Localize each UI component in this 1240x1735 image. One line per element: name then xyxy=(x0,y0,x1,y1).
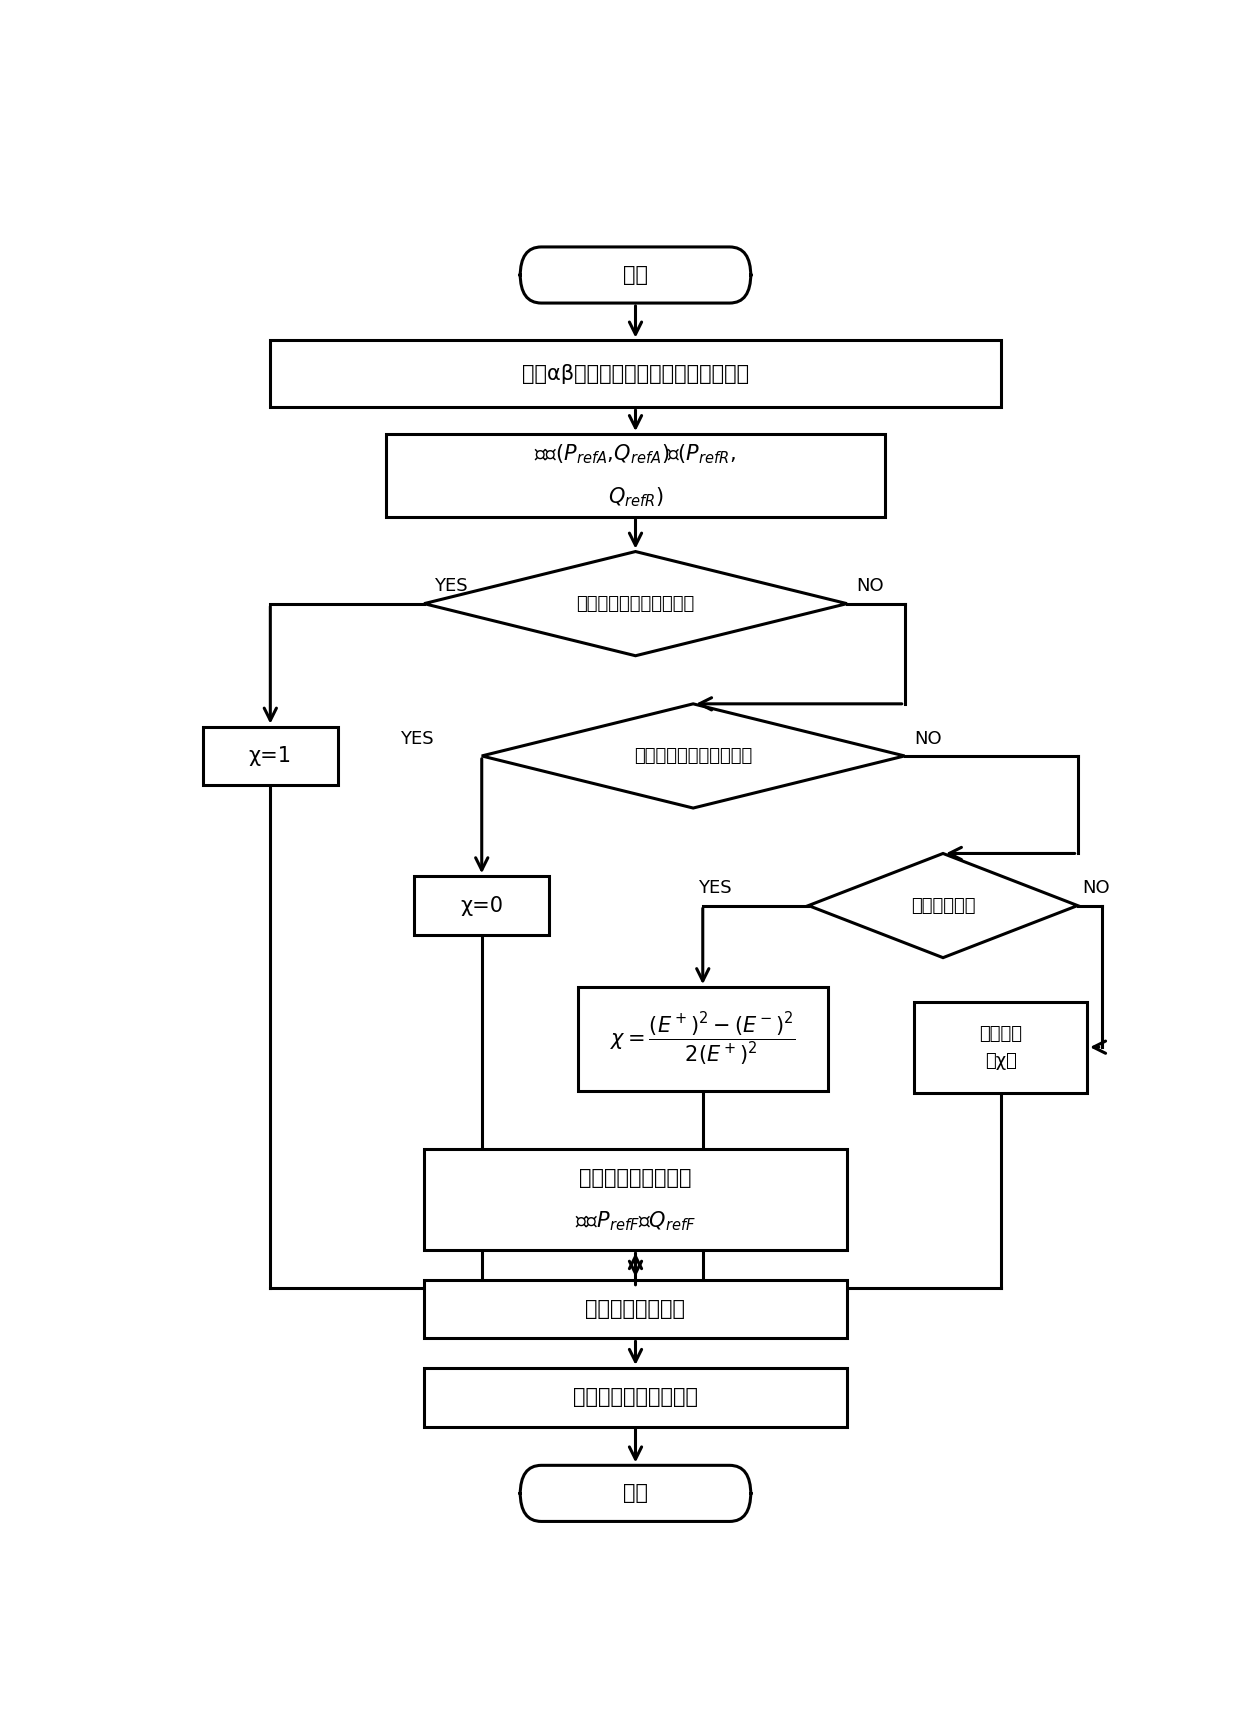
Text: 消除有功功率二倍频波动: 消除有功功率二倍频波动 xyxy=(577,595,694,612)
Bar xyxy=(414,876,549,935)
Text: χ=1: χ=1 xyxy=(249,746,291,765)
Text: 消除无功功率二倍频波动: 消除无功功率二倍频波动 xyxy=(634,748,753,765)
Text: 消除负序电流: 消除负序电流 xyxy=(910,897,976,914)
Bar xyxy=(270,340,1001,408)
Text: $\chi=\dfrac{(E^+)^2-(E^-)^2}{2(E^+)^2}$: $\chi=\dfrac{(E^+)^2-(E^-)^2}{2(E^+)^2}$ xyxy=(610,1010,796,1067)
Bar xyxy=(578,987,828,1091)
Text: 开始: 开始 xyxy=(622,265,649,285)
Bar xyxy=(386,434,885,517)
Text: YES: YES xyxy=(401,730,434,748)
Bar xyxy=(424,1149,847,1251)
Polygon shape xyxy=(424,552,847,656)
Text: NO: NO xyxy=(1083,880,1110,897)
Text: YES: YES xyxy=(434,578,467,595)
Text: 计算参考有功和无功: 计算参考有功和无功 xyxy=(579,1168,692,1188)
Text: χ=0: χ=0 xyxy=(460,895,503,916)
Bar xyxy=(424,1280,847,1338)
Text: 分离αβ轴电压和电流的正序、负序分量: 分离αβ轴电压和电流的正序、负序分量 xyxy=(522,364,749,383)
Text: 模型预测功率控制: 模型预测功率控制 xyxy=(585,1300,686,1319)
FancyBboxPatch shape xyxy=(521,1466,751,1522)
FancyBboxPatch shape xyxy=(521,246,751,304)
Text: YES: YES xyxy=(698,880,732,897)
Bar xyxy=(424,1367,847,1426)
Text: 结束: 结束 xyxy=(622,1483,649,1504)
Bar xyxy=(914,1001,1087,1093)
Text: 选取给定: 选取给定 xyxy=(980,1025,1022,1043)
Text: 输出开关序列和占空比: 输出开关序列和占空比 xyxy=(573,1388,698,1407)
Bar xyxy=(203,727,337,786)
Polygon shape xyxy=(808,854,1078,958)
Text: 功率$\it{P}$$_{\it{refF}}$，$\it{Q}$$_{\it{refF}}$: 功率$\it{P}$$_{\it{refF}}$，$\it{Q}$$_{\it{… xyxy=(575,1209,696,1232)
Text: NO: NO xyxy=(914,730,942,748)
Text: 计算($\it{P}$$_{\it{refA}}$,$\it{Q}$$_{\it{refA}}$)和($\it{P}$$_{\it{refR}}$,: 计算($\it{P}$$_{\it{refA}}$,$\it{Q}$$_{\it… xyxy=(534,442,737,465)
Text: 的χ值: 的χ值 xyxy=(985,1051,1017,1069)
Text: NO: NO xyxy=(857,578,884,595)
Polygon shape xyxy=(482,704,905,809)
Text: $\it{Q}$$_{\it{refR}}$): $\it{Q}$$_{\it{refR}}$) xyxy=(608,486,663,508)
